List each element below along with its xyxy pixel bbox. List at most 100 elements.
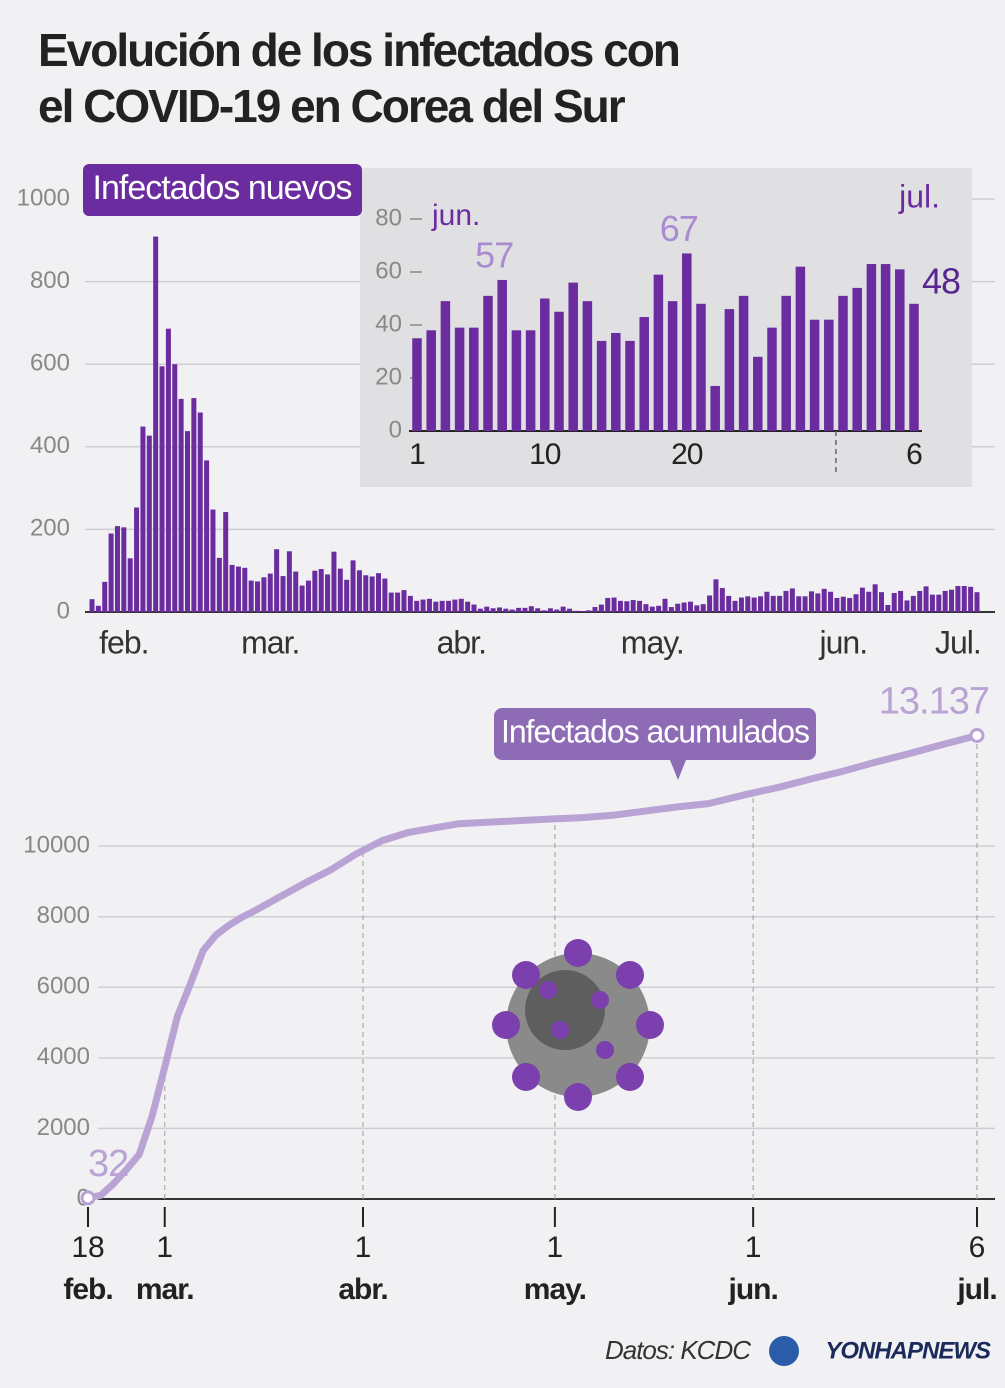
bar	[525, 330, 536, 431]
bar	[738, 295, 749, 431]
cumulative-line	[87, 732, 978, 1202]
chart-title: Infectados acumulados	[501, 713, 809, 749]
bar	[824, 319, 834, 431]
bar	[242, 567, 248, 612]
bar	[639, 317, 649, 431]
bar	[840, 596, 846, 612]
bar	[942, 590, 948, 612]
bar	[414, 600, 420, 612]
bar	[700, 604, 706, 612]
bar	[872, 584, 878, 612]
y-tick-label: 60	[375, 257, 402, 284]
bar	[541, 610, 547, 612]
bar	[582, 301, 593, 431]
bar	[821, 588, 827, 612]
bar	[267, 573, 273, 612]
bar	[929, 594, 935, 612]
y-tick-label: 0	[389, 416, 402, 443]
bar	[102, 581, 108, 612]
bar	[885, 604, 891, 612]
x-tick-label: 1	[355, 1231, 372, 1264]
bar	[611, 332, 621, 431]
bar	[299, 585, 305, 612]
bar	[433, 601, 439, 612]
bar	[710, 385, 720, 431]
bar	[134, 507, 140, 612]
bar	[878, 592, 884, 612]
bar	[625, 340, 635, 431]
y-tick-label: 80	[375, 204, 402, 231]
bar	[165, 328, 171, 612]
bar	[955, 585, 961, 612]
title-line: Evolución de los infectados con	[38, 24, 679, 76]
bar	[796, 596, 802, 612]
bar	[745, 596, 751, 612]
bar	[554, 311, 564, 431]
bar	[331, 551, 337, 612]
bar	[412, 338, 422, 431]
bar	[469, 327, 479, 431]
bar	[454, 327, 465, 431]
bar	[838, 295, 848, 431]
bar	[770, 595, 776, 612]
bar	[866, 591, 872, 612]
x-tick-label: may.	[621, 624, 684, 660]
bar	[497, 279, 507, 431]
bar	[630, 600, 636, 612]
bar	[656, 605, 662, 612]
bar	[732, 600, 738, 612]
bar	[458, 598, 464, 612]
bar	[511, 330, 522, 431]
bar	[496, 607, 502, 612]
bar	[344, 579, 350, 612]
end-point	[969, 727, 985, 743]
x-tick-month: jun.	[727, 1273, 777, 1306]
data-label: 13.137	[879, 680, 989, 722]
bar	[108, 533, 114, 612]
bar	[667, 301, 678, 431]
bar	[350, 560, 356, 612]
bar	[719, 588, 725, 612]
bar	[153, 236, 159, 612]
bar	[853, 594, 859, 612]
x-tick-label: 10	[529, 438, 561, 471]
bar	[675, 603, 681, 612]
bar	[895, 269, 905, 431]
bar	[598, 604, 604, 612]
x-tick-month: may.	[524, 1273, 586, 1306]
bar	[624, 601, 630, 612]
bar	[255, 581, 261, 612]
bar	[440, 301, 451, 431]
bar	[197, 412, 203, 612]
data-label: 32	[88, 1143, 128, 1185]
bar	[172, 364, 178, 612]
bar	[426, 598, 432, 612]
bar	[185, 431, 191, 612]
y-tick-label: 20	[375, 363, 402, 390]
bar	[274, 549, 280, 612]
bar	[229, 564, 235, 612]
bar	[592, 607, 598, 612]
y-tick-label: 200	[30, 515, 70, 542]
bar	[127, 558, 133, 612]
bar	[781, 295, 791, 431]
y-tick-label: 2000	[37, 1114, 90, 1141]
bar	[503, 608, 509, 612]
bar	[968, 586, 974, 612]
y-tick-label: 1000	[17, 184, 70, 211]
bar	[847, 597, 853, 612]
x-tick-label: 1	[409, 438, 425, 471]
y-tick-label: 10000	[23, 831, 90, 858]
bar	[490, 608, 496, 612]
bar	[191, 398, 197, 612]
bar	[713, 579, 719, 612]
bar	[89, 599, 95, 612]
bar	[554, 609, 560, 612]
bar	[949, 589, 955, 612]
bar	[764, 591, 770, 612]
bar	[961, 585, 967, 612]
logo-mark	[769, 1336, 799, 1366]
bar	[223, 512, 229, 612]
month-label: jul.	[898, 178, 940, 214]
